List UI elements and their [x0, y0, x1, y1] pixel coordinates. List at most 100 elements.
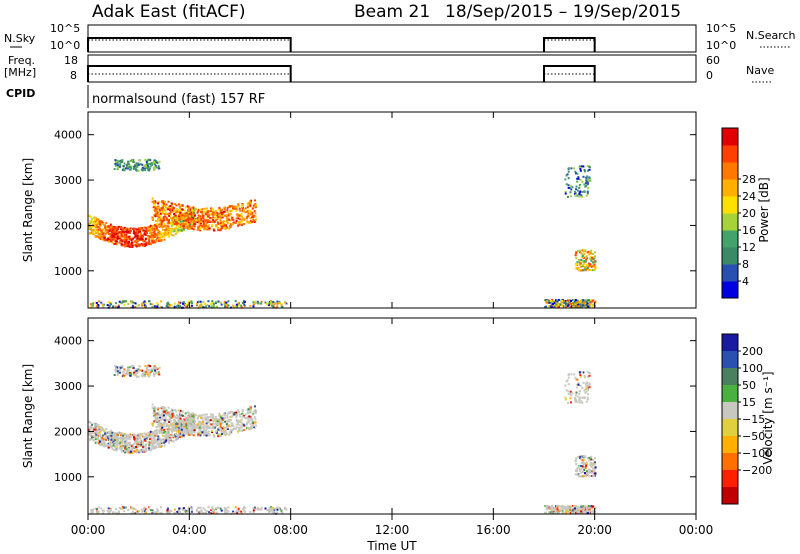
velocity-cell [550, 511, 553, 514]
power-cell [138, 159, 141, 162]
power-cell [144, 238, 147, 241]
power-cell [181, 218, 184, 221]
power-cell [211, 301, 214, 304]
power-cell [155, 240, 158, 243]
power-cell [106, 239, 109, 242]
velocity-cell [574, 400, 577, 403]
power-cell [575, 185, 578, 188]
power-cell [200, 219, 203, 222]
power-cell [178, 225, 181, 228]
velocity-cell [95, 511, 98, 514]
power-cell [173, 213, 176, 216]
power-cell [155, 227, 158, 230]
power-cell [589, 255, 592, 258]
power-cell [226, 306, 229, 309]
velocity-cell [218, 418, 221, 421]
velocity-cell [576, 467, 579, 470]
power-cell [96, 235, 99, 238]
velocity-cell [139, 432, 142, 435]
power-cell [162, 201, 165, 204]
power-cell [234, 300, 237, 303]
velocity-cell [91, 510, 94, 513]
power-cell [114, 161, 117, 164]
power-cell [160, 207, 163, 210]
velocity-cell [115, 447, 118, 450]
velocity-cell [130, 372, 133, 375]
power-cell [576, 261, 579, 264]
power-cell [109, 237, 112, 240]
power-cell [238, 221, 241, 224]
power-cell [260, 302, 263, 305]
power-cell [121, 227, 124, 230]
velocity-cell [230, 431, 233, 434]
velocity-cell [149, 371, 152, 374]
velocity-cell [188, 431, 191, 434]
power-cell [255, 204, 258, 207]
power-cell [142, 240, 145, 243]
velocity-cell [229, 431, 232, 434]
power-cell [238, 207, 241, 210]
power-cell [209, 210, 212, 213]
velocity-cell [138, 365, 141, 368]
power-cell [139, 228, 142, 231]
power-cell [578, 165, 581, 168]
velocity-cell [565, 510, 568, 513]
velocity-cell [224, 511, 227, 514]
velocity-cell [126, 435, 129, 438]
velocity-cell [206, 434, 209, 437]
velocity-cell [112, 439, 115, 442]
power-cell [124, 241, 127, 244]
power-cell [229, 223, 232, 226]
power-cell [249, 221, 252, 224]
velocity-cell [148, 440, 151, 443]
velocity-cell [166, 419, 169, 422]
power-cell [579, 168, 582, 171]
power-cell [147, 243, 150, 246]
power-cell [272, 304, 275, 307]
velocity-cell [113, 374, 116, 377]
velocity-cell [170, 416, 173, 419]
velocity-cell [127, 441, 130, 444]
nave-tick-high: 60 [706, 54, 720, 67]
freq-panel-frame [87, 54, 697, 83]
power-cell [201, 225, 204, 228]
velocity-cell [199, 423, 202, 426]
velocity-cell [251, 427, 254, 430]
velocity-cell [126, 373, 129, 376]
velocity-cell [191, 428, 194, 431]
velocity-cell [574, 399, 577, 402]
power-cell [189, 219, 192, 222]
velocity-cell [249, 425, 252, 428]
velocity-cell [88, 433, 91, 436]
power-cell [155, 222, 158, 225]
power-cell [588, 177, 591, 180]
velocity-cell [202, 434, 205, 437]
velocity-cell [158, 413, 161, 416]
velocity-cell [105, 438, 108, 441]
velocity-cell [554, 509, 557, 512]
velocity-cell [157, 371, 160, 374]
power-cell [133, 244, 136, 247]
velocity-cell [240, 418, 243, 421]
velocity-cell [133, 442, 136, 445]
power-cell [252, 218, 255, 221]
velocity-cell [582, 381, 585, 384]
power-cell [156, 212, 159, 215]
velocity-cell [114, 434, 117, 437]
power-cell [582, 249, 585, 252]
power-cell [184, 226, 187, 229]
power-cell [249, 213, 252, 216]
power-cell [247, 212, 250, 215]
velocity-cell [235, 425, 238, 428]
power-cell [165, 213, 168, 216]
velocity-cell [206, 427, 209, 430]
power-cell [587, 250, 590, 253]
velocity-cell [178, 428, 181, 431]
velocity-cell [178, 436, 181, 439]
power-cell [561, 299, 564, 302]
velocity-cell [204, 508, 207, 511]
velocity-cell [125, 433, 128, 436]
power-cell [161, 228, 164, 231]
velocity-cell [285, 508, 288, 511]
power-cell [135, 163, 138, 166]
